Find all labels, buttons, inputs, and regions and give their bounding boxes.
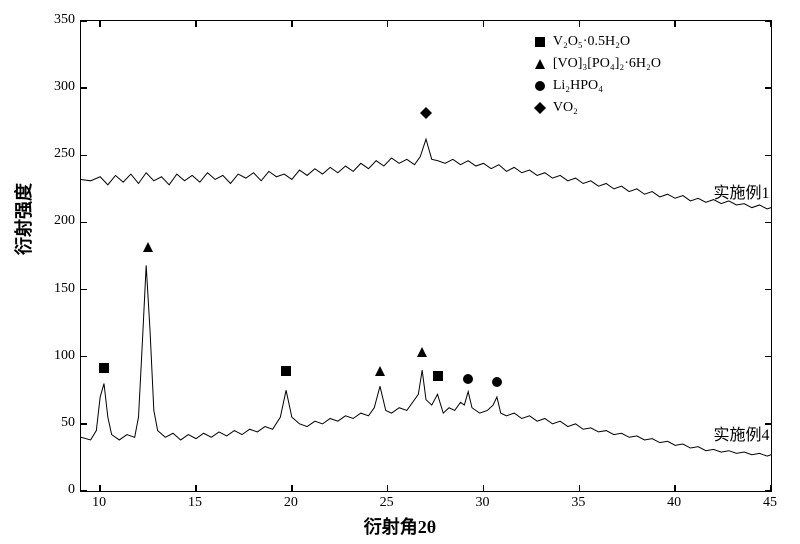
legend-label: V₂O₅·0.5H₂O	[553, 31, 630, 53]
x-tick-label: 15	[188, 495, 202, 511]
legend-label: VO₂	[553, 97, 578, 119]
x-tick-label: 25	[380, 495, 394, 511]
plot-area: V₂O₅·0.5H₂O [VO]₃[PO₄]₂·6H₂O Li₂HPO₄ VO₂	[80, 20, 772, 492]
legend: V₂O₅·0.5H₂O [VO]₃[PO₄]₂·6H₂O Li₂HPO₄ VO₂	[533, 31, 661, 119]
square-icon	[533, 36, 547, 48]
y-tick-label: 150	[54, 281, 75, 297]
legend-item-vopo4: [VO]₃[PO₄]₂·6H₂O	[533, 53, 661, 75]
x-axis-label: 衍射角2θ	[364, 513, 436, 539]
y-tick-label: 100	[54, 348, 75, 364]
diamond-icon	[533, 102, 547, 114]
x-tick-label: 10	[92, 495, 106, 511]
y-tick-label: 200	[54, 213, 75, 229]
y-axis-label: 衍射强度	[10, 183, 36, 255]
x-tick-label: 30	[476, 495, 490, 511]
circle-icon	[533, 80, 547, 92]
legend-label: Li₂HPO₄	[553, 75, 603, 97]
y-tick-label: 250	[54, 146, 75, 162]
x-tick-label: 35	[571, 495, 585, 511]
triangle-icon	[533, 58, 547, 70]
legend-item-li2hpo4: Li₂HPO₄	[533, 75, 661, 97]
plot-svg	[81, 21, 771, 491]
x-tick-label: 40	[667, 495, 681, 511]
y-tick-label: 50	[61, 415, 75, 431]
series-annotation: 实施例4	[714, 421, 770, 445]
x-tick-label: 20	[284, 495, 298, 511]
legend-label: [VO]₃[PO₄]₂·6H₂O	[553, 53, 661, 75]
y-tick-label: 350	[54, 12, 75, 28]
y-tick-label: 300	[54, 79, 75, 95]
x-tick-label: 45	[763, 495, 777, 511]
legend-item-v2o5: V₂O₅·0.5H₂O	[533, 31, 661, 53]
y-tick-label: 0	[68, 482, 75, 498]
legend-item-vo2: VO₂	[533, 97, 661, 119]
series-annotation: 实施例1	[714, 179, 770, 203]
xrd-chart: 衍射强度 衍射角2θ V₂O₅·0.5H₂O [VO]₃[PO₄]₂·6H₂O	[0, 0, 800, 544]
